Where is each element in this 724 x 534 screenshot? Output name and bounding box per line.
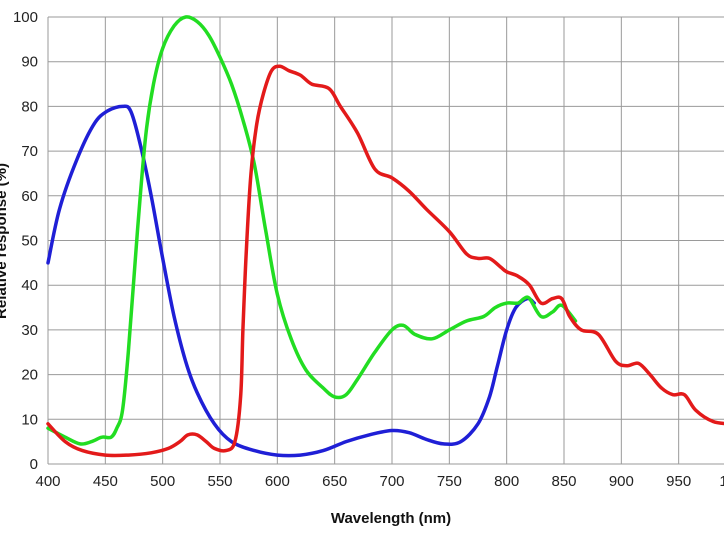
y-axis-label: Relative response (%) (0, 163, 10, 319)
x-tick-label: 600 (265, 473, 290, 490)
x-axis-label: Wavelength (nm) (331, 510, 451, 527)
x-tick-label: 750 (437, 473, 462, 490)
y-tick-label: 80 (21, 98, 38, 115)
series-group (46, 15, 724, 458)
x-tick-label: 400 (35, 473, 60, 490)
series-line-1 (46, 15, 578, 446)
x-tick-label: 900 (609, 473, 634, 490)
x-tick-label: 850 (551, 473, 576, 490)
y-tick-label: 90 (21, 54, 38, 71)
y-tick-label: 60 (21, 188, 38, 205)
series-line-0 (46, 104, 536, 458)
x-tick-labels: 400 450 500 550 600 650 700 750 800 850 900 950 1000 (35, 473, 724, 490)
y-tick-label: 40 (21, 277, 38, 294)
y-tick-label: 100 (13, 9, 38, 26)
x-tick-label: 700 (379, 473, 404, 490)
y-tick-labels: 0 10 20 30 40 50 60 70 80 90 100 (13, 9, 38, 473)
series-line-2 (46, 64, 724, 458)
y-tick-label: 10 (21, 411, 38, 428)
x-tick-label: 1000 (719, 473, 724, 490)
y-tick-label: 70 (21, 143, 38, 160)
x-tick-label: 650 (322, 473, 347, 490)
x-tick-label: 450 (93, 473, 118, 490)
x-tick-label: 800 (494, 473, 519, 490)
y-tick-label: 0 (30, 456, 38, 473)
y-tick-label: 50 (21, 233, 38, 250)
grid (47, 16, 724, 465)
y-tick-label: 30 (21, 322, 38, 339)
x-tick-label: 500 (150, 473, 175, 490)
x-tick-label: 950 (666, 473, 691, 490)
x-tick-label: 550 (207, 473, 232, 490)
y-tick-label: 20 (21, 367, 38, 384)
